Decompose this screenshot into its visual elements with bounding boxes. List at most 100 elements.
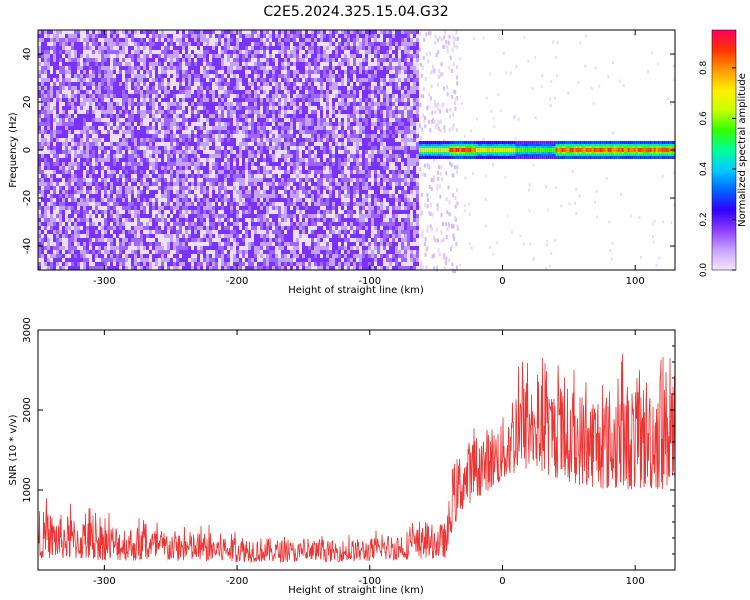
spectrogram-cell	[77, 118, 80, 122]
spectrogram-cell	[284, 246, 287, 250]
spectrogram-cell	[155, 170, 158, 174]
spectrogram-cell	[50, 142, 53, 146]
spectrogram-cell	[92, 50, 95, 54]
spectrogram-cell	[62, 34, 65, 38]
spectrogram-cell	[80, 230, 83, 234]
spectrogram-cell	[278, 90, 281, 94]
spectrogram-cell	[89, 230, 92, 234]
spectrogram-cell	[197, 246, 200, 250]
spectrogram-cell	[284, 130, 287, 134]
spectrogram-cell	[89, 86, 92, 90]
spectrogram-cell	[98, 146, 101, 150]
spectrogram-cell	[83, 230, 86, 234]
spectrogram-cell	[89, 186, 92, 190]
spectrogram-cell	[257, 126, 260, 130]
spectrogram-cell	[263, 46, 266, 50]
spectrogram-cell	[275, 70, 278, 74]
spectrogram-cell	[254, 50, 257, 54]
spectrogram-cell	[107, 58, 110, 62]
spectrogram-cell	[236, 122, 239, 126]
spectrogram-cell	[230, 226, 233, 230]
spectrogram-cell	[278, 98, 281, 102]
spectrogram-cell	[41, 50, 44, 54]
spectrogram-cell	[44, 102, 47, 106]
spectrogram-cell	[101, 126, 104, 130]
spectrogram-cell	[92, 86, 95, 90]
spectrogram-cell	[101, 34, 104, 38]
spectrogram-cell	[164, 206, 167, 210]
spectrogram-cell	[239, 150, 242, 154]
spectrogram-cell	[152, 126, 155, 130]
spectrogram-cell	[278, 182, 281, 186]
spectrogram-cell	[182, 162, 185, 166]
spectrogram-cell	[158, 186, 161, 190]
spectrogram-cell	[107, 250, 110, 254]
spectrogram-cell	[125, 90, 128, 94]
spectrogram-cell	[179, 194, 182, 198]
spectrogram-cell	[236, 138, 239, 142]
spectrogram-cell	[266, 266, 269, 270]
spectrogram-cell	[140, 78, 143, 82]
spectrogram-cell	[227, 238, 230, 242]
spectrogram-cell	[194, 202, 197, 206]
spectrogram-cell	[194, 130, 197, 134]
spectrogram-cell	[56, 206, 59, 210]
spectrogram-cell	[245, 134, 248, 138]
spectrogram-cell	[38, 66, 41, 70]
spectrogram-cell	[203, 150, 206, 154]
spectrogram-cell	[278, 246, 281, 250]
spectrogram-cell	[170, 210, 173, 214]
spectrogram-cell	[68, 234, 71, 238]
spectrogram-cell	[86, 142, 89, 146]
spectrogram-cell	[161, 154, 164, 158]
spectrogram-cell	[206, 222, 209, 226]
spectrogram-cell	[260, 90, 263, 94]
spectrogram-cell	[230, 34, 233, 38]
spectrogram-cell	[59, 162, 62, 166]
spectrogram-cell	[104, 94, 107, 98]
spectrogram-cell	[152, 50, 155, 54]
spectrogram-cell	[167, 138, 170, 142]
spectrogram-cell	[131, 202, 134, 206]
spectrogram-cell	[206, 230, 209, 234]
spectrogram-cell	[134, 82, 137, 86]
spectrogram-cell	[254, 42, 257, 46]
spectrogram-cell	[185, 146, 188, 150]
spectrogram-cell	[134, 130, 137, 134]
spectrogram-cell	[248, 66, 251, 70]
spectrogram-cell	[149, 118, 152, 122]
spectrogram-cell	[119, 162, 122, 166]
spectrogram-cell	[95, 214, 98, 218]
spectrogram-cell	[74, 186, 77, 190]
spectrogram-cell	[230, 86, 233, 90]
spectrogram-cell	[251, 178, 254, 182]
spectrogram-cell	[143, 62, 146, 66]
spectrogram-cell	[47, 86, 50, 90]
spectrogram-cell	[137, 262, 140, 266]
spectrogram-cell	[203, 62, 206, 66]
spectrogram-cell	[134, 250, 137, 254]
spectrogram-cell	[92, 78, 95, 82]
spectrogram-cell	[71, 214, 74, 218]
spectrogram-cell	[200, 90, 203, 94]
spectrogram-cell	[68, 202, 71, 206]
spectrogram-cell	[215, 198, 218, 202]
spectrogram-cell	[251, 218, 254, 222]
spectrogram-cell	[197, 174, 200, 178]
spectrogram-cell	[53, 38, 56, 42]
spectrogram-cell	[275, 258, 278, 262]
spectrogram-cell	[158, 266, 161, 270]
spectrogram-cell	[167, 74, 170, 78]
spectrogram-cell	[242, 178, 245, 182]
spectrogram-cell	[269, 210, 272, 214]
spectrogram-cell	[59, 34, 62, 38]
spectrogram-cell	[278, 50, 281, 54]
spectrogram-cell	[83, 42, 86, 46]
spectrogram-cell	[158, 258, 161, 262]
spectrogram-cell	[116, 206, 119, 210]
spectrogram-cell	[179, 210, 182, 214]
spectrogram-cell	[251, 106, 254, 110]
spectrogram-cell	[56, 74, 59, 78]
spectrogram-cell	[245, 198, 248, 202]
spectrogram-cell	[98, 202, 101, 206]
